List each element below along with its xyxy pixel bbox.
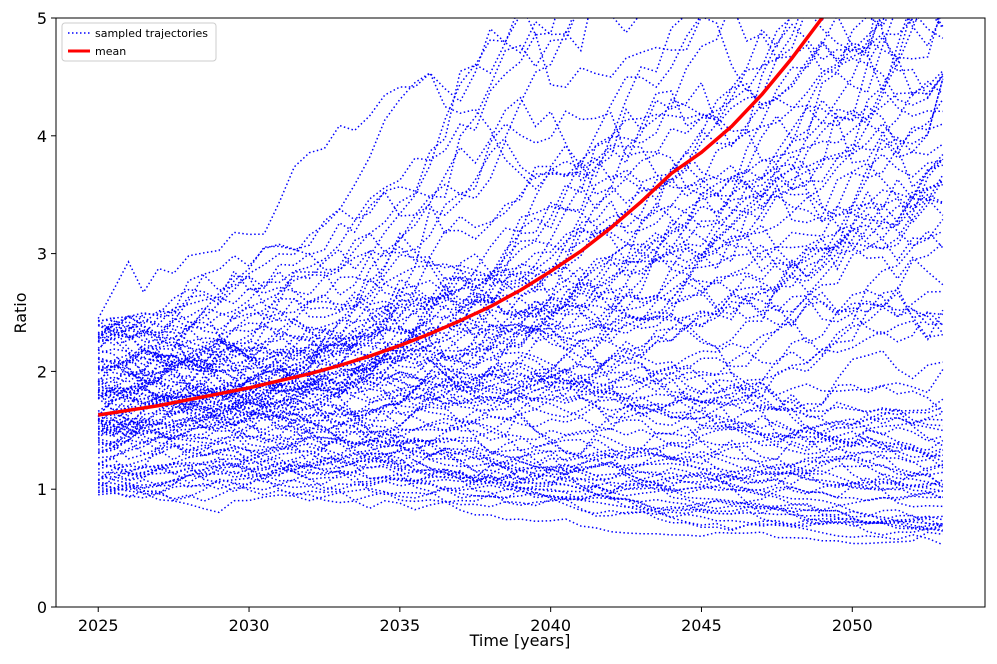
legend-trajectories-label: sampled trajectories xyxy=(95,27,208,40)
trajectory-line xyxy=(97,281,944,383)
trajectory-line xyxy=(97,325,944,414)
trajectory-line xyxy=(98,224,944,369)
trajectory-line xyxy=(98,18,941,477)
trajectory-line xyxy=(97,356,943,528)
trajectory-line xyxy=(98,426,944,486)
trajectory-line xyxy=(97,295,944,362)
x-axis-label: Time [years] xyxy=(469,631,571,650)
trajectory-line xyxy=(98,242,944,407)
trajectory-line xyxy=(97,139,944,336)
trajectory-line xyxy=(97,343,943,531)
trajectory-line xyxy=(98,18,881,430)
legend-mean-label: mean xyxy=(95,45,126,58)
y-tick-label: 5 xyxy=(37,9,47,28)
trajectory-line xyxy=(97,321,943,496)
trajectory-line xyxy=(98,419,943,508)
x-tick-label: 2030 xyxy=(229,616,270,635)
trajectory-line xyxy=(98,428,944,508)
trajectory-line xyxy=(98,471,944,503)
y-tick-label: 3 xyxy=(37,245,47,264)
trajectory-line xyxy=(98,87,943,494)
trajectory-line xyxy=(97,286,943,437)
trajectory-line xyxy=(97,411,944,499)
trajectory-line xyxy=(97,18,944,439)
trajectory-line xyxy=(97,383,943,516)
trajectory-line xyxy=(97,18,944,393)
trajectory-line xyxy=(98,441,944,513)
trajectory-line xyxy=(98,306,944,447)
trajectory-line xyxy=(97,153,943,434)
trajectory-line xyxy=(97,397,943,532)
x-tick-label: 2040 xyxy=(530,616,571,635)
trajectory-line xyxy=(98,325,944,546)
trajectory-line xyxy=(97,56,944,470)
trajectory-line xyxy=(97,457,943,545)
trajectory-line xyxy=(98,414,943,461)
trajectory-line xyxy=(98,158,944,499)
trajectory-line xyxy=(97,18,520,399)
y-tick-label: 2 xyxy=(37,362,47,381)
y-tick-label: 0 xyxy=(37,598,47,617)
trajectory-line xyxy=(98,346,944,469)
trajectory-line xyxy=(97,183,943,418)
x-tick-label: 2025 xyxy=(78,616,119,635)
trajectory-line xyxy=(98,18,827,454)
trajectory-line xyxy=(97,322,944,403)
trajectory-line xyxy=(97,450,943,502)
trajectory-line xyxy=(98,444,943,481)
trajectory-line xyxy=(98,302,943,499)
trajectory-line xyxy=(98,333,943,536)
trajectory-line xyxy=(98,154,944,377)
trajectory-line xyxy=(97,18,944,351)
y-tick-label: 4 xyxy=(37,127,47,146)
trajectory-line xyxy=(97,325,944,486)
trajectory-line xyxy=(97,349,943,448)
legend: sampled trajectories mean xyxy=(61,22,217,62)
trajectory-line xyxy=(98,78,944,452)
x-tick-label: 2045 xyxy=(681,616,722,635)
trajectory-line xyxy=(98,353,944,452)
trajectory-line xyxy=(97,110,944,349)
x-tick-label: 2035 xyxy=(379,616,420,635)
trajectory-line xyxy=(97,18,576,390)
x-axis: 2025 2030 2035 2040 2045 2050 xyxy=(78,607,873,635)
mean-layer xyxy=(97,18,825,417)
trajectory-line xyxy=(98,189,944,444)
trajectory-line xyxy=(98,18,824,420)
trajectory-line xyxy=(97,230,944,482)
trajectory-line xyxy=(97,71,944,339)
x-tick-label: 2050 xyxy=(832,616,873,635)
y-tick-label: 1 xyxy=(37,480,47,499)
trajectory-line xyxy=(97,177,944,408)
y-axis-label: Ratio xyxy=(11,292,30,333)
trajectory-line xyxy=(97,374,943,458)
trajectory-line xyxy=(97,343,943,439)
y-axis: 0 1 2 3 4 5 xyxy=(37,9,56,617)
trajectory-layer xyxy=(97,18,944,546)
trajectory-line xyxy=(98,394,944,482)
trajectory-line xyxy=(97,107,944,400)
trajectory-line xyxy=(97,318,944,413)
trajectory-line xyxy=(97,154,944,436)
legend-box xyxy=(61,22,217,62)
trajectory-line xyxy=(98,70,944,392)
trajectory-line xyxy=(98,349,943,497)
plot-area xyxy=(56,18,985,607)
trajectory-line xyxy=(98,146,944,392)
plot-frame xyxy=(55,17,986,608)
trajectory-line xyxy=(97,18,639,319)
trajectory-line xyxy=(97,174,944,343)
mean-line xyxy=(97,18,825,417)
trajectory-line xyxy=(98,442,943,519)
